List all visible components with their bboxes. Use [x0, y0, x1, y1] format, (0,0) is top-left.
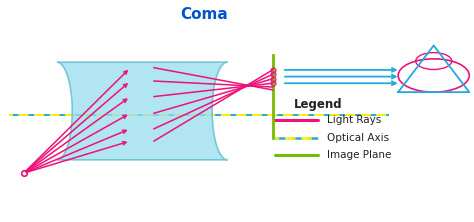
- Text: Light Rays: Light Rays: [327, 115, 381, 125]
- Text: Coma: Coma: [180, 7, 228, 22]
- Polygon shape: [57, 62, 228, 160]
- Text: Optical Axis: Optical Axis: [327, 133, 389, 143]
- Text: Image Plane: Image Plane: [327, 150, 392, 161]
- Text: Legend: Legend: [294, 98, 343, 111]
